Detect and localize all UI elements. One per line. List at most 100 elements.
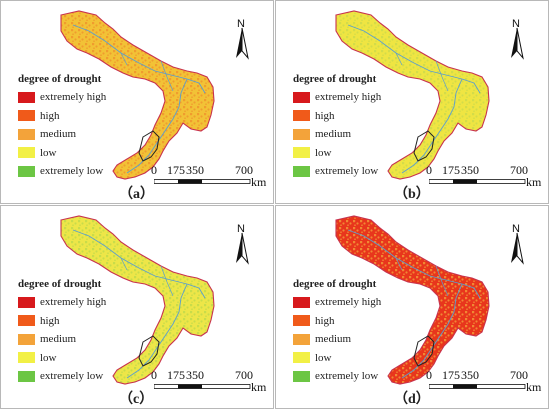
legend-swatch — [18, 315, 35, 327]
scale-unit: km — [251, 175, 267, 189]
scale-tick-0: 0 — [151, 163, 157, 177]
legend-label: medium — [315, 128, 352, 141]
legend-item: high — [293, 312, 381, 331]
legend-label: medium — [40, 333, 77, 346]
legend: degree of drought extremely high high medi… — [18, 73, 106, 181]
legend-item: medium — [18, 330, 106, 349]
legend-swatch — [293, 165, 310, 177]
scale-unit: km — [526, 175, 542, 189]
legend-item: extremely low — [18, 367, 106, 386]
legend-item: extremely high — [18, 88, 106, 107]
legend-swatch — [293, 315, 310, 327]
legend-item: high — [293, 107, 381, 126]
scale-tick-350: 350 — [461, 163, 479, 177]
scale-unit: km — [251, 380, 267, 394]
legend-title: degree of drought — [293, 278, 377, 290]
legend-title: degree of drought — [18, 73, 102, 85]
scale-tick-175: 175 — [167, 163, 185, 177]
north-label: N — [512, 223, 520, 235]
scale-tick-175: 175 — [442, 368, 460, 382]
legend-swatch — [293, 333, 310, 345]
legend-item: extremely high — [293, 88, 381, 107]
legend-swatch — [293, 128, 310, 140]
scale-tick-700: 700 — [510, 368, 528, 382]
legend-label: extremely high — [315, 296, 382, 309]
north-label: N — [237, 223, 245, 235]
scale-bar: 0 175 350 700 km — [151, 163, 271, 191]
legend-swatch — [293, 352, 310, 364]
legend-item: low — [18, 144, 106, 163]
legend-label: extremely low — [40, 165, 104, 178]
scale-tick-350: 350 — [186, 368, 204, 382]
region-map — [60, 10, 215, 180]
legend-label: extremely low — [40, 370, 104, 383]
legend-label: medium — [40, 128, 77, 141]
legend-title: degree of drought — [293, 73, 377, 85]
legend-swatch — [293, 296, 310, 308]
legend-title: degree of drought — [18, 278, 102, 290]
map-panel-b: degree of drought extremely high high medi… — [275, 0, 549, 204]
legend-label: low — [40, 351, 57, 364]
legend-swatch — [293, 147, 310, 159]
basin-region — [60, 215, 215, 385]
legend-item: low — [293, 349, 381, 368]
legend-label: extremely high — [40, 296, 107, 309]
basin-region — [335, 215, 490, 385]
north-arrow-icon — [236, 232, 249, 265]
legend-swatch — [18, 91, 35, 103]
scale-tick-700: 700 — [235, 368, 253, 382]
legend-swatch — [18, 147, 35, 159]
scale-bar-graphic — [154, 384, 251, 389]
legend-item: medium — [18, 125, 106, 144]
legend-swatch — [18, 333, 35, 345]
legend-label: low — [315, 351, 332, 364]
legend-label: high — [40, 109, 60, 122]
legend-label: extremely low — [315, 370, 379, 383]
legend-item: low — [293, 144, 381, 163]
legend-swatch — [18, 110, 35, 122]
legend-item: extremely high — [293, 293, 381, 312]
legend-label: high — [315, 314, 335, 327]
legend-item: extremely low — [293, 367, 381, 386]
map-panel-d: degree of drought extremely high high medi… — [275, 205, 549, 409]
legend-label: extremely high — [40, 91, 107, 104]
legend-label: medium — [315, 333, 352, 346]
scale-tick-700: 700 — [235, 163, 253, 177]
legend-swatch — [18, 352, 35, 364]
scale-tick-175: 175 — [167, 368, 185, 382]
legend-label: low — [40, 146, 57, 159]
region-map — [335, 10, 490, 180]
basin-region — [60, 10, 215, 180]
map-panel-a: degree of drought extremely high high medi… — [0, 0, 274, 204]
legend-item: high — [18, 312, 106, 331]
legend-item: low — [18, 349, 106, 368]
scale-tick-175: 175 — [442, 163, 460, 177]
legend-swatch — [293, 370, 310, 382]
scale-bar: 0 175 350 700 km — [426, 163, 546, 191]
panel-label: （d） — [394, 392, 430, 407]
legend-swatch — [293, 91, 310, 103]
north-arrow-icon — [511, 232, 524, 265]
scale-tick-350: 350 — [186, 163, 204, 177]
legend-swatch — [18, 165, 35, 177]
north-arrow-icon — [236, 27, 249, 60]
north-label: N — [237, 18, 245, 30]
scale-bar: 0 175 350 700 km — [426, 368, 546, 396]
scale-bar-graphic — [154, 179, 251, 184]
legend-label: extremely high — [315, 91, 382, 104]
legend-item: extremely low — [18, 162, 106, 181]
legend-label: high — [40, 314, 60, 327]
scale-tick-700: 700 — [510, 163, 528, 177]
region-map — [60, 215, 215, 385]
legend-item: medium — [293, 125, 381, 144]
legend: degree of drought extremely high high medi… — [18, 278, 106, 386]
legend-swatch — [18, 370, 35, 382]
legend: degree of drought extremely high high medi… — [293, 73, 381, 181]
legend-item: extremely high — [18, 293, 106, 312]
region-map — [335, 215, 490, 385]
legend-swatch — [18, 296, 35, 308]
legend-label: high — [315, 109, 335, 122]
legend-label: low — [315, 146, 332, 159]
scale-bar-graphic — [429, 384, 526, 389]
